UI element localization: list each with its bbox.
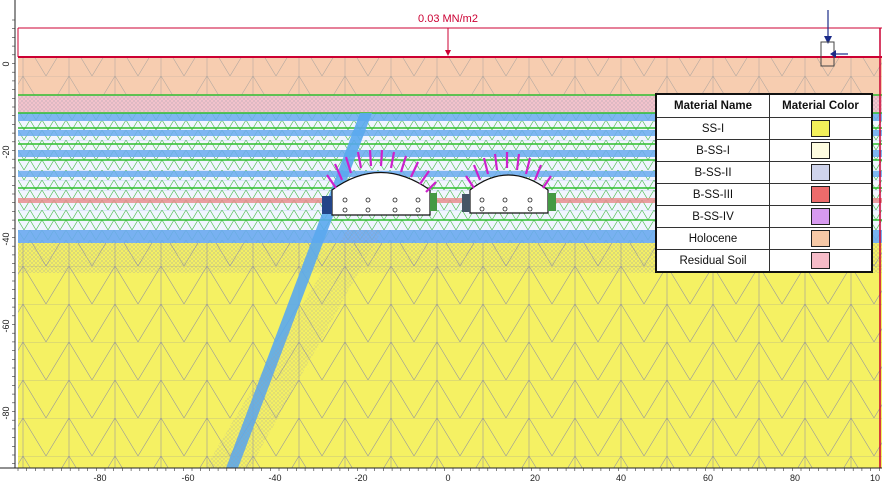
x-tick-label: 10 xyxy=(870,473,880,483)
right-tunnel xyxy=(462,152,556,214)
x-tick-label: 0 xyxy=(445,473,450,483)
x-tick-label: -60 xyxy=(181,473,194,483)
x-tick-labels: -80 -60 -40 -20 0 20 40 60 80 10 xyxy=(93,473,880,483)
legend-color-swatch xyxy=(811,252,830,269)
legend-row: B-SS-II xyxy=(655,161,873,184)
legend-row: B-SS-I xyxy=(655,139,873,162)
legend-row: Residual Soil xyxy=(655,249,873,273)
x-tick-label: -80 xyxy=(93,473,106,483)
legend-color-swatch xyxy=(811,186,830,203)
legend-row: B-SS-III xyxy=(655,183,873,206)
y-tick-labels: 0 -20 -40 -60 -80 xyxy=(1,61,11,419)
legend-color-swatch xyxy=(811,230,830,247)
y-tick-label: 0 xyxy=(1,61,11,66)
x-tick-label: 60 xyxy=(703,473,713,483)
material-legend: Material Name Material Color SS-I B-SS-I… xyxy=(655,93,873,273)
legend-header-name: Material Name xyxy=(655,93,770,118)
y-tick-label: -40 xyxy=(1,232,11,245)
legend-material-name: Residual Soil xyxy=(655,249,770,273)
load-label: 0.03 MN/m2 xyxy=(418,13,478,25)
legend-material-name: B-SS-IV xyxy=(655,205,770,228)
x-tick-label: 40 xyxy=(616,473,626,483)
legend-material-name: Holocene xyxy=(655,227,770,250)
legend-header: Material Name Material Color xyxy=(655,93,873,118)
y-tick-label: -60 xyxy=(1,319,11,332)
legend-material-name: SS-I xyxy=(655,117,770,140)
legend-color-swatch xyxy=(811,208,830,225)
legend-row: Holocene xyxy=(655,227,873,250)
y-tick-label: -20 xyxy=(1,145,11,158)
ss-i-region xyxy=(18,243,882,468)
legend-material-name: B-SS-II xyxy=(655,161,770,184)
legend-header-color: Material Color xyxy=(769,93,873,118)
y-tick-label: -80 xyxy=(1,406,11,419)
holocene-layer xyxy=(18,57,882,95)
legend-color-swatch xyxy=(811,142,830,159)
legend-material-name: B-SS-III xyxy=(655,183,770,206)
left-tunnel xyxy=(322,149,437,216)
legend-material-name: B-SS-I xyxy=(655,139,770,162)
x-tick-label: -20 xyxy=(354,473,367,483)
x-tick-label: 80 xyxy=(790,473,800,483)
x-tick-label: 20 xyxy=(530,473,540,483)
legend-row: B-SS-IV xyxy=(655,205,873,228)
legend-color-swatch xyxy=(811,120,830,137)
axes xyxy=(0,0,882,471)
legend-color-swatch xyxy=(811,164,830,181)
x-tick-label: -40 xyxy=(268,473,281,483)
external-boundary xyxy=(17,27,882,468)
legend-row: SS-I xyxy=(655,117,873,140)
point-load-marker xyxy=(820,10,848,67)
